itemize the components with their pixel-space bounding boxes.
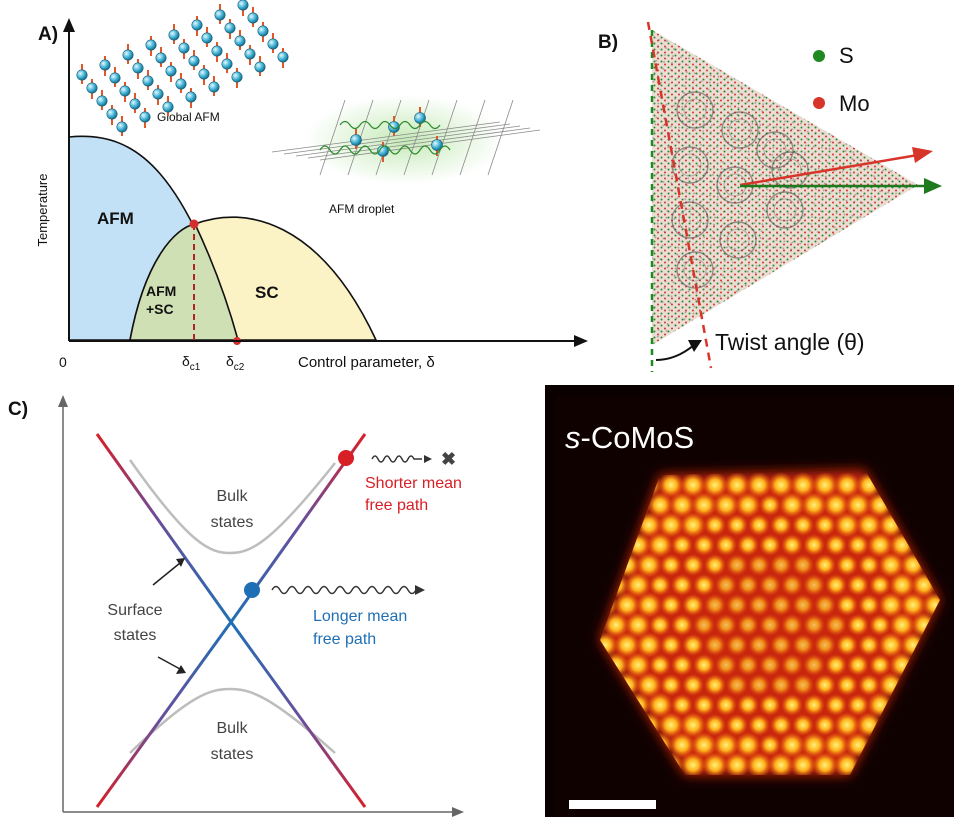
twist-angle-arc-arrow (655, 344, 695, 361)
upper-bulk-label-line2: states (211, 514, 254, 531)
panel-d-stm-image: D) s-CoMoS (545, 385, 954, 817)
afm-droplet-label: AFM droplet (329, 202, 395, 216)
c-y-axis-arrow-icon (58, 395, 68, 407)
afm-label: AFM (97, 209, 134, 228)
panel-c-dirac-cone: ✖ C) Bulk states Bulk states Surface sta… (0, 385, 545, 817)
panel-a-phase-diagram: A) Temperature Control parameter, δ 0 AF… (0, 0, 590, 385)
scatter-x-icon: ✖ (441, 449, 456, 469)
mo-legend-dot (813, 97, 825, 109)
origin-label: 0 (59, 354, 67, 370)
critical-point-marker (189, 219, 199, 229)
global-afm-label: Global AFM (157, 110, 220, 124)
shorter-path-wave (371, 455, 422, 463)
delta-c2-label: δc2 (226, 353, 245, 373)
upper-bulk-band (128, 459, 336, 555)
lower-bulk-label-line1: Bulk (216, 720, 248, 737)
surface-states-label-line2: states (114, 627, 157, 644)
surface-states-label-line1: Surface (107, 602, 162, 619)
shorter-path-arrow-icon (424, 455, 432, 463)
longer-path-arrow-icon (415, 585, 425, 595)
sc-label: SC (255, 283, 279, 302)
afm-droplet-illustration (271, 95, 541, 185)
surface-state-line-left-bottom (95, 621, 233, 808)
mo-direction-arrow (739, 153, 919, 187)
longer-path-label-line1: Longer mean (313, 608, 407, 625)
c-x-axis-arrow-icon (452, 807, 464, 817)
surface-arrow-lower-icon (176, 665, 186, 674)
lower-bulk-label-line2: states (211, 746, 254, 763)
afm-sc-label-line2: +SC (146, 301, 174, 317)
shorter-path-electron (338, 450, 354, 466)
y-axis-label: Temperature (35, 174, 50, 247)
stm-title: s-CoMoS (565, 420, 694, 455)
surface-state-line-left-top (95, 433, 233, 623)
x-axis-label: Control parameter, δ (298, 354, 435, 371)
longer-path-wave (271, 585, 417, 595)
panel-b-label: B) (598, 32, 618, 53)
surface-arrow-upper-icon (176, 558, 185, 567)
s-direction-arrowhead-icon (924, 178, 942, 194)
shorter-path-label-line2: free path (365, 497, 428, 514)
mo-direction-arrowhead-icon (912, 147, 933, 163)
delta-c1-label: δc1 (182, 353, 201, 373)
longer-path-label-line2: free path (313, 631, 376, 648)
surface-arrow-lower (157, 656, 181, 670)
twist-angle-label: Twist angle (θ) (715, 329, 865, 355)
mo-layer-edge-dashed-line (646, 21, 713, 369)
panel-b-moire-lattice: B) S Mo Twist angle (θ) (590, 0, 954, 385)
y-axis-arrow-icon (63, 18, 75, 32)
x-axis-arrow-icon (574, 335, 588, 347)
scale-bar (569, 800, 656, 809)
panel-a-label: A) (38, 24, 58, 45)
panel-c-label: C) (8, 399, 28, 420)
mo-legend-label: Mo (839, 91, 870, 116)
shorter-path-label-line1: Shorter mean (365, 475, 462, 492)
s-legend-dot (813, 50, 825, 62)
upper-bulk-label-line1: Bulk (216, 488, 248, 505)
s-legend-label: S (839, 43, 854, 68)
surface-state-line-right-bottom (229, 621, 367, 808)
afm-sc-label-line1: AFM (146, 283, 176, 299)
global-afm-lattice-illustration (76, 0, 289, 136)
twist-angle-arrow-icon (688, 340, 702, 352)
lower-bulk-band (129, 687, 336, 754)
longer-path-electron (244, 582, 260, 598)
moire-rings (671, 91, 809, 289)
surface-arrow-upper (152, 562, 181, 586)
